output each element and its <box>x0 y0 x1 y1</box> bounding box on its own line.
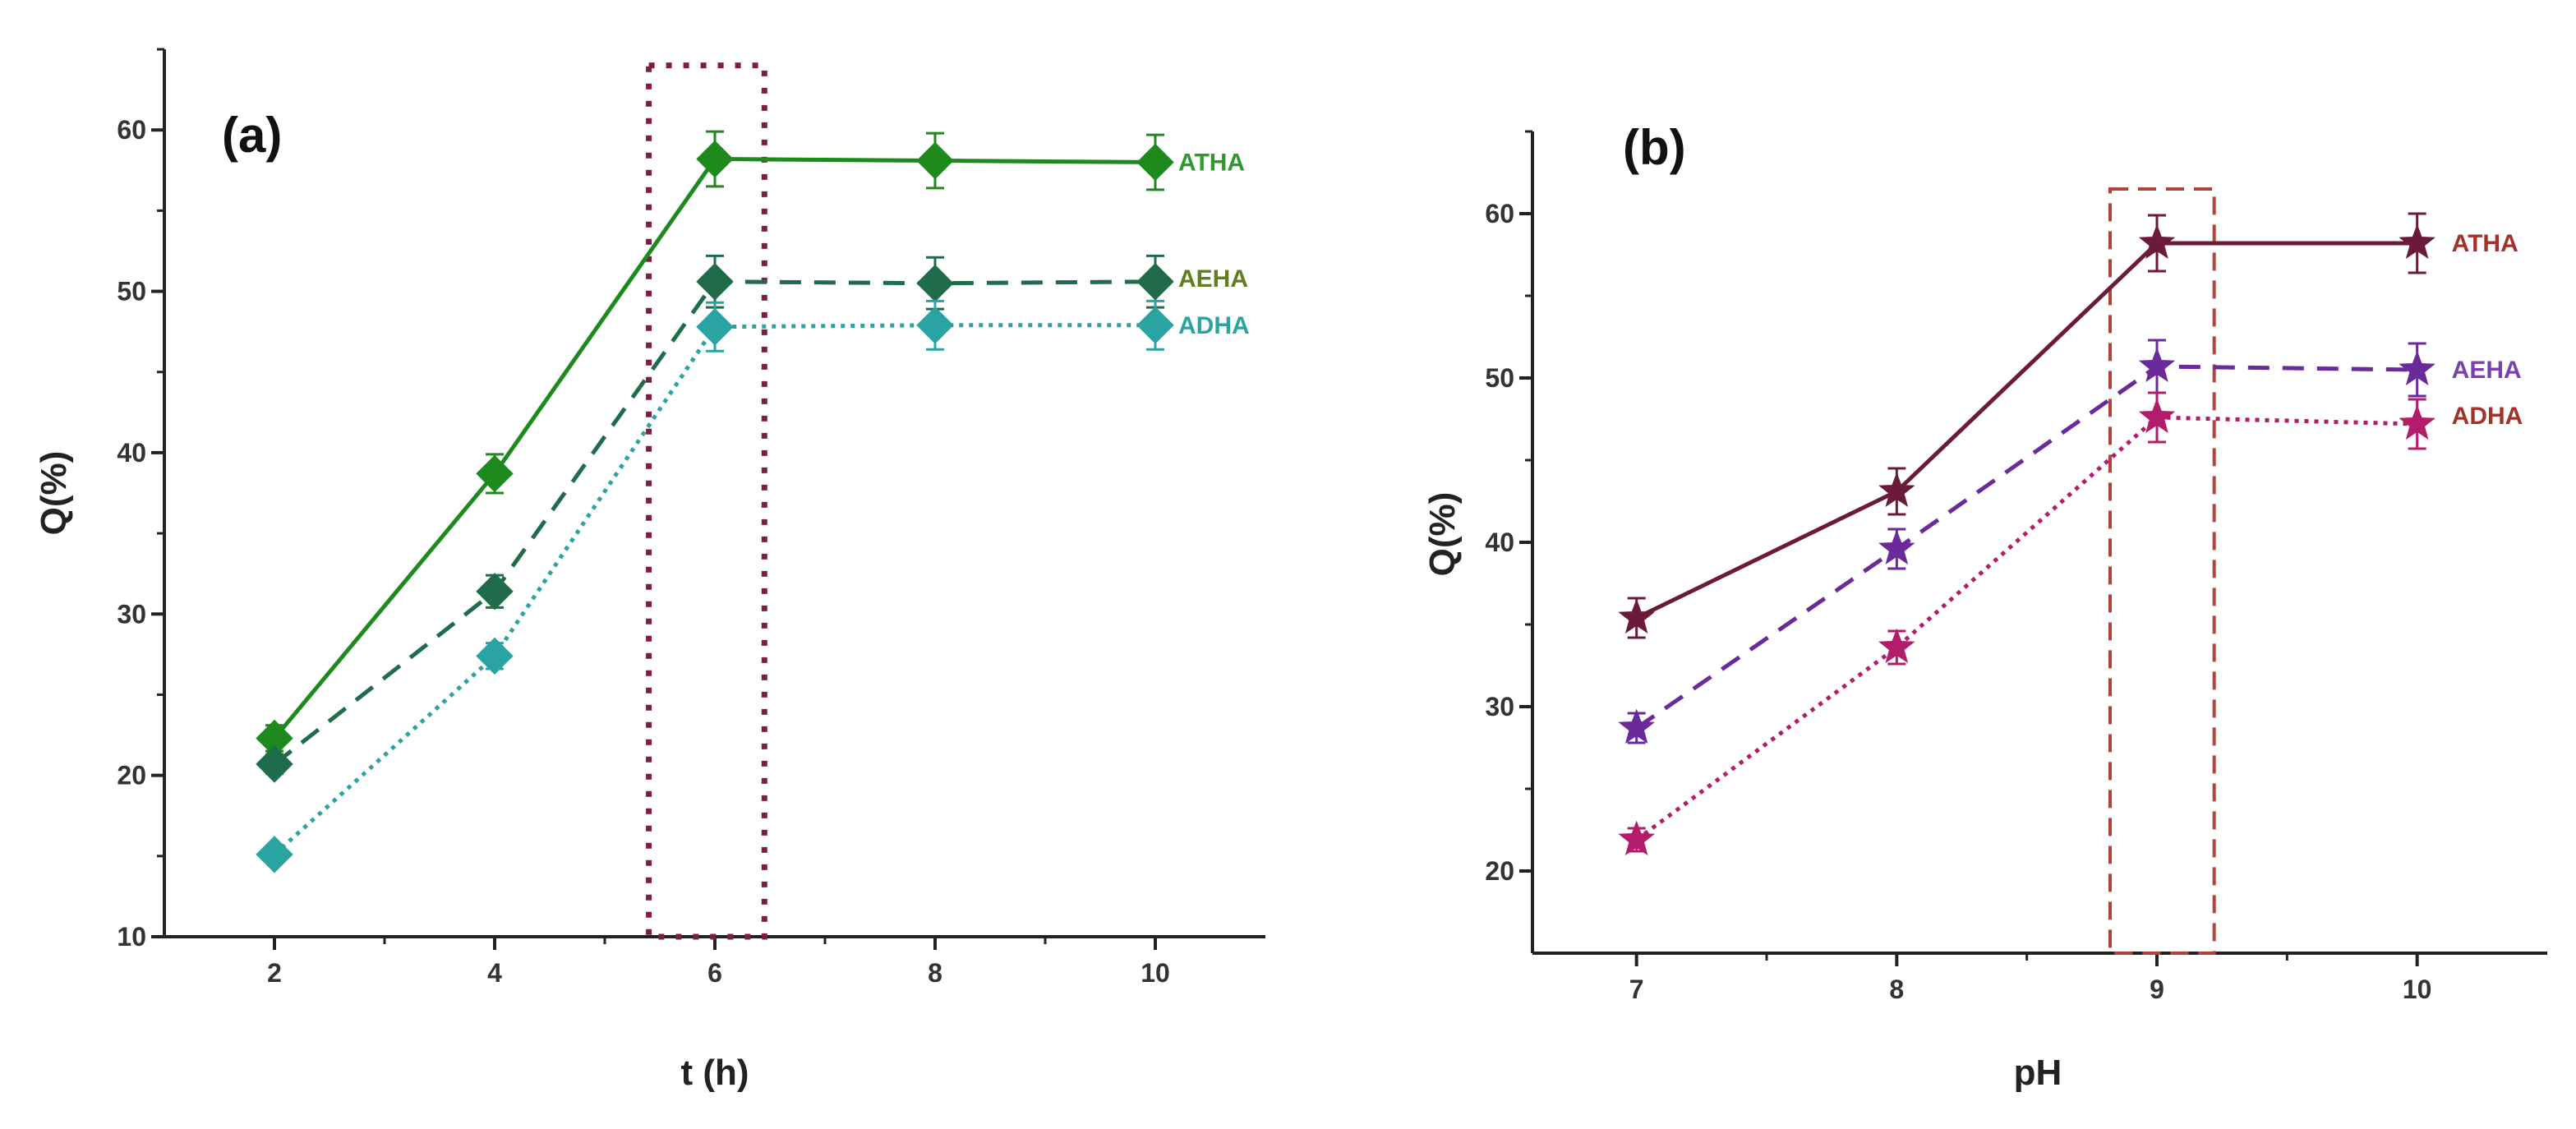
x-tick-label: 8 <box>1889 975 1904 1004</box>
y-tick-label: 60 <box>117 115 146 145</box>
y-axis-title: Q(%) <box>1422 492 1463 577</box>
highlight-box <box>646 62 767 940</box>
x-tick-label: 7 <box>1629 975 1644 1004</box>
series-aeha: AEHA <box>256 254 1248 783</box>
data-point <box>476 637 514 675</box>
series-line-aeha <box>1635 364 2417 730</box>
data-point <box>1618 598 1655 634</box>
y-tick-label: 60 <box>1485 199 1514 228</box>
series-adha: ADHA <box>256 299 1250 873</box>
data-point <box>476 454 514 493</box>
data-point <box>1618 820 1655 855</box>
data-point <box>916 265 954 302</box>
series-line-atha <box>273 157 1156 740</box>
series-adha: ADHA <box>1618 391 2523 855</box>
data-point <box>2138 398 2176 433</box>
data-point <box>1878 628 1915 663</box>
series-label-adha: ADHA <box>1178 312 1250 339</box>
data-point <box>1136 263 1174 301</box>
y-tick-label: 20 <box>117 761 146 790</box>
y-tick-label: 30 <box>1485 692 1514 721</box>
series-label-aeha: AEHA <box>2452 357 2522 384</box>
y-tick-label: 50 <box>1485 363 1514 393</box>
data-point <box>1878 472 1915 507</box>
x-tick-label: 10 <box>1141 958 1170 988</box>
y-tick-label: 40 <box>117 438 146 468</box>
series-line-adha <box>1635 415 2417 842</box>
y-tick-label: 20 <box>1485 856 1514 886</box>
series-line-atha <box>1635 241 2417 620</box>
series-label-aeha: AEHA <box>1178 265 1248 293</box>
y-axis-title: Q(%) <box>34 451 74 536</box>
data-point <box>1136 143 1174 182</box>
series-line-adha <box>273 323 1155 856</box>
data-point <box>696 263 734 301</box>
series-line-aeha <box>273 279 1156 766</box>
panel-label: (a) <box>222 108 282 163</box>
y-tick-label: 50 <box>117 277 146 306</box>
series-label-adha: ADHA <box>2452 403 2523 430</box>
data-point <box>256 745 293 783</box>
x-tick-label: 8 <box>928 958 942 988</box>
data-point <box>696 140 734 178</box>
data-point <box>916 141 954 180</box>
data-point <box>916 306 954 344</box>
data-point <box>2399 350 2435 385</box>
data-point <box>1878 529 1915 564</box>
panel-label: (b) <box>1623 120 1686 175</box>
data-point <box>1136 306 1174 344</box>
x-axis-title: t (h) <box>680 1053 749 1093</box>
chart-panel-a: 2 4 6 8 10 10 20 30 40 50 60 t (h) Q(%) (a) ATHA AEHA AD… <box>34 48 1265 1093</box>
y-tick-label: 10 <box>117 922 146 952</box>
data-point <box>2399 223 2435 259</box>
x-tick-label: 10 <box>2403 975 2432 1004</box>
series-label-atha: ATHA <box>1178 149 1245 176</box>
x-tick-label: 2 <box>267 958 282 988</box>
data-point <box>256 836 293 873</box>
x-axis-title: pH <box>2014 1053 2062 1093</box>
series-atha: ATHA <box>256 130 1245 758</box>
series-label-atha: ATHA <box>2452 230 2518 257</box>
data-point <box>476 573 514 611</box>
chart-panel-b: 7 8 9 10 20 30 40 50 60 pH Q(%) (b) ATHA AEHA ADHA <box>1422 120 2547 1093</box>
x-tick-label: 9 <box>2150 975 2164 1004</box>
data-point <box>1618 708 1655 744</box>
x-tick-label: 4 <box>487 958 502 988</box>
y-tick-label: 40 <box>1485 528 1514 557</box>
series-aeha: AEHA <box>1618 339 2522 744</box>
data-point <box>696 308 734 346</box>
data-point <box>2138 347 2176 382</box>
x-tick-label: 6 <box>707 958 722 988</box>
data-point <box>2399 404 2435 440</box>
highlight-box <box>2108 187 2216 955</box>
data-point <box>2138 223 2176 259</box>
y-tick-label: 30 <box>117 599 146 629</box>
series-atha: ATHA <box>1618 212 2518 639</box>
